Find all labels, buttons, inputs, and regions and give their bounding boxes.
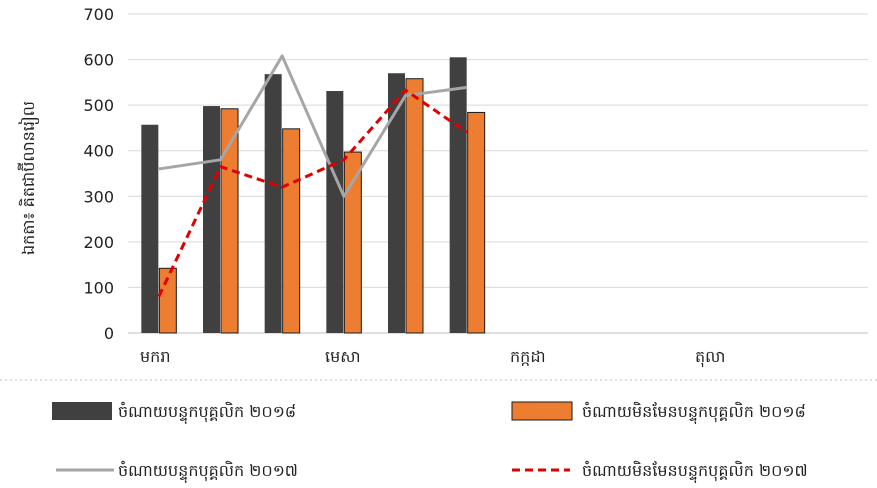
x-tick-label: តុលា [695, 347, 725, 368]
line-nonstaff-2017 [157, 88, 469, 298]
lines [157, 54, 469, 298]
bar-nonstaff-2018 [467, 111, 486, 334]
bar-staff-2018 [388, 73, 405, 333]
y-tick-label: 400 [83, 142, 114, 161]
y-tick-label: 0 [104, 324, 114, 343]
y-tick-label: 600 [83, 51, 114, 70]
y-tick-label: 300 [83, 187, 114, 206]
y-tick-labels: 0 100 200 300 400 500 600 700 [83, 5, 114, 343]
bar-staff-2018 [449, 57, 467, 334]
bar-nonstaff-2018 [343, 151, 362, 334]
bar-staff-2018 [264, 74, 282, 333]
legend-swatch [511, 401, 573, 421]
bar-nonstaff-2018 [282, 128, 301, 334]
x-tick-label: មេសា [325, 347, 361, 366]
bar-nonstaff-2018 [158, 267, 177, 334]
bar-nonstaff-2018 [220, 108, 239, 334]
legend-label: ចំណាយមិនមែនបន្ទុកបុគ្គលិក ២០១៧ [582, 460, 808, 484]
y-tick-label: 500 [83, 96, 114, 115]
legend-swatch [52, 402, 112, 420]
y-tick-label: 700 [83, 5, 114, 24]
legend-label: ចំណាយបន្ទុកបុគ្គលិក ២០១៧ [118, 460, 298, 484]
bar-nonstaff-2018 [405, 78, 424, 334]
bar-staff-2018 [326, 91, 344, 333]
legend-label: ចំណាយបន្ទុកបុគ្គលិក ២០១៨ [118, 401, 296, 425]
bar-staff-2018 [203, 106, 220, 333]
x-tick-label: កក្កដា [510, 347, 546, 366]
bars [141, 57, 486, 334]
y-axis-label: ឯកតា៖ គិតជាប៊ីលានរៀល [17, 101, 40, 255]
x-tick-label: មករា [140, 347, 170, 366]
y-tick-label: 100 [83, 278, 114, 297]
legend: ចំណាយបន្ទុកបុគ្គលិក ២០១៨ចំណាយមិនមែនបន្ទុ… [52, 401, 808, 484]
line-staff-2017 [158, 54, 468, 198]
bar-staff-2018 [141, 124, 159, 333]
y-tick-label: 200 [83, 233, 114, 252]
x-tick-labels: មករា មេសា កក្កដា តុលា [140, 347, 725, 368]
legend-label: ចំណាយមិនមែនបន្ទុកបុគ្គលិក ២០១៨ [582, 401, 806, 425]
